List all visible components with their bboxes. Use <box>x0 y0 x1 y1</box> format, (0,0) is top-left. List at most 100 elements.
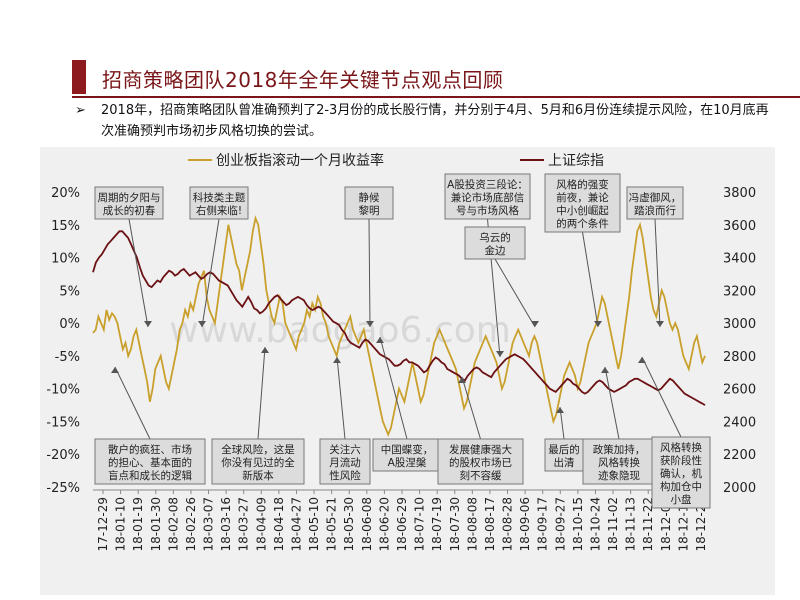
annotation-text: 获阶段性 <box>660 454 702 467</box>
annotation-arrow-head-icon <box>144 321 152 327</box>
annotation-arrow-line <box>654 218 661 328</box>
series-line-chinext <box>92 215 706 437</box>
legend-label-shanghai: 上证综指 <box>548 153 604 169</box>
x-axis-tick-label: 18-02-08 <box>166 497 180 551</box>
x-axis-tick-label: 18-11-22 <box>641 497 655 551</box>
annotation-text: 科技类主题 <box>193 191 246 204</box>
annotation-text: 新版本 <box>242 469 274 482</box>
right-axis-tick: 3600 <box>723 219 756 234</box>
x-axis-tick-label: 18-03-07 <box>202 497 216 551</box>
annotation-arrow-line <box>368 218 371 328</box>
annotation-text: 黎明 <box>359 204 380 217</box>
title-accent-block <box>72 60 86 94</box>
x-axis-tick-label: 18-02-26 <box>184 497 198 551</box>
left-axis-tick: -5% <box>55 350 80 365</box>
annotation-arrow-line <box>461 376 481 440</box>
x-axis-tick-label: 18-05-30 <box>342 497 356 551</box>
annotation-box <box>372 438 442 472</box>
x-axis-tick-label: 18-09-06 <box>518 497 532 551</box>
annotation-arrow-line <box>641 356 682 438</box>
annotation-text: 最后的 <box>548 443 580 456</box>
combo-line-chart: www.baogao6.com 创业板指滚动一个月收益率 上证综指 20% 15% 10%… <box>46 152 756 551</box>
annotation-text: 全球风险，这是 <box>221 443 295 456</box>
x-axis-tick-label: 18-10-24 <box>588 497 602 551</box>
right-axis-tick: 2800 <box>723 350 756 365</box>
x-axis-tick-label: 18-04-09 <box>254 497 268 551</box>
annotation-arrow-head-icon <box>376 337 384 343</box>
x-axis-tick-label: 18-07-10 <box>413 497 427 551</box>
annotation-text: 踏浪而行 <box>634 204 676 217</box>
left-axis-tick: -10% <box>46 383 80 398</box>
x-axis-tick-label: 18-11-13 <box>624 497 638 551</box>
x-axis-tick-label: 18-07-30 <box>448 497 462 551</box>
annotation-text: 的两个条件 <box>556 217 609 230</box>
x-axis-tick-label: 18-08-08 <box>465 497 479 551</box>
right-axis-tick: 3000 <box>723 317 756 332</box>
series-line-shanghai <box>92 230 706 406</box>
annotation-box <box>464 226 526 260</box>
annotation-box <box>626 186 684 220</box>
annotation-arrow-line <box>582 231 599 328</box>
annotation-arrow-line <box>128 218 149 328</box>
annotation-text: 中国蝶变， <box>381 443 434 456</box>
annotation-arrow-head-icon <box>594 321 602 327</box>
annotation-text: 迹象隐现 <box>598 469 640 482</box>
annotation-arrow-head-icon <box>531 321 539 327</box>
annotation-arrow-line <box>494 258 536 328</box>
annotation-text: 前夜，兼论 <box>556 191 609 204</box>
description-paragraph: ➢ 2018年，招商策略团队曾准确预判了2-3月份的成长股行情，并分别于4月、5… <box>75 100 775 142</box>
annotation-arrow-line <box>114 366 151 440</box>
annotation-text: 静候 <box>359 191 380 204</box>
right-axis-tick: 2200 <box>723 448 756 463</box>
annotation-text: 构加仓中 <box>660 480 702 493</box>
annotation-arrow-line <box>257 346 266 440</box>
annotation-box <box>444 173 531 220</box>
annotation-arrow-line <box>201 218 220 328</box>
annotation-bottom-4: 中国蝶变，A股涅槃 <box>372 336 442 472</box>
x-axis-tick-label: 18-08-17 <box>483 497 497 551</box>
left-axis-tick: -20% <box>46 448 80 463</box>
annotation-box <box>544 173 621 233</box>
annotation-box <box>544 438 584 472</box>
x-axis-tick-label: 18-09-17 <box>536 497 550 551</box>
x-axis-tick-label: 18-05-21 <box>325 497 339 551</box>
annotation-arrow-head-icon <box>601 367 609 373</box>
x-axis-tick-label: 18-01-10 <box>114 497 128 551</box>
annotation-arrow-head-icon <box>333 357 341 363</box>
page-title: 招商策略团队2018年全年关键节点观点回顾 <box>102 68 504 92</box>
x-axis-tick-label: 18-07-19 <box>430 497 444 551</box>
x-axis-tick-label: 18-12-21 <box>694 497 708 551</box>
annotation-box <box>319 438 371 485</box>
annotation-text: 风格的强变 <box>556 178 609 191</box>
annotation-text: 性风险 <box>329 469 361 482</box>
annotation-text: 月流动 <box>329 456 361 469</box>
x-axis-tick-label: 18-03-27 <box>237 497 251 551</box>
x-axis-tick-label: 18-05-10 <box>307 497 321 551</box>
annotation-arrow-head-icon <box>638 357 646 363</box>
left-axis-tick: 15% <box>51 219 80 234</box>
left-axis-tick: -15% <box>46 415 80 430</box>
left-axis-tick: -25% <box>46 481 80 496</box>
x-axis-tick-label: 18-04-27 <box>289 497 303 551</box>
right-axis-tick: 3800 <box>723 186 756 201</box>
annotation-box <box>189 186 249 220</box>
annotation-text: 冯虚御风， <box>629 191 682 204</box>
annotation-arrow-head-icon <box>261 347 269 353</box>
x-axis-tick-label: 18-09-27 <box>553 497 567 551</box>
x-axis-tick-label: 18-06-08 <box>360 497 374 551</box>
left-axis-tick: 5% <box>59 284 80 299</box>
x-axis-tick-label: 18-10-15 <box>571 497 585 551</box>
left-axis-tick: 0% <box>59 317 80 332</box>
annotation-arrow-line <box>336 356 346 440</box>
annotation-box <box>94 438 206 485</box>
annotation-text: 刻不容缓 <box>460 469 502 482</box>
annotation-text: 发展健康强大 <box>449 443 512 456</box>
annotation-arrow-head-icon <box>556 407 564 413</box>
annotation-arrow-head-icon <box>198 321 206 327</box>
annotation-text: 的担心、基本面的 <box>108 456 192 469</box>
x-axis-tick-label: 18-08-28 <box>501 497 515 551</box>
